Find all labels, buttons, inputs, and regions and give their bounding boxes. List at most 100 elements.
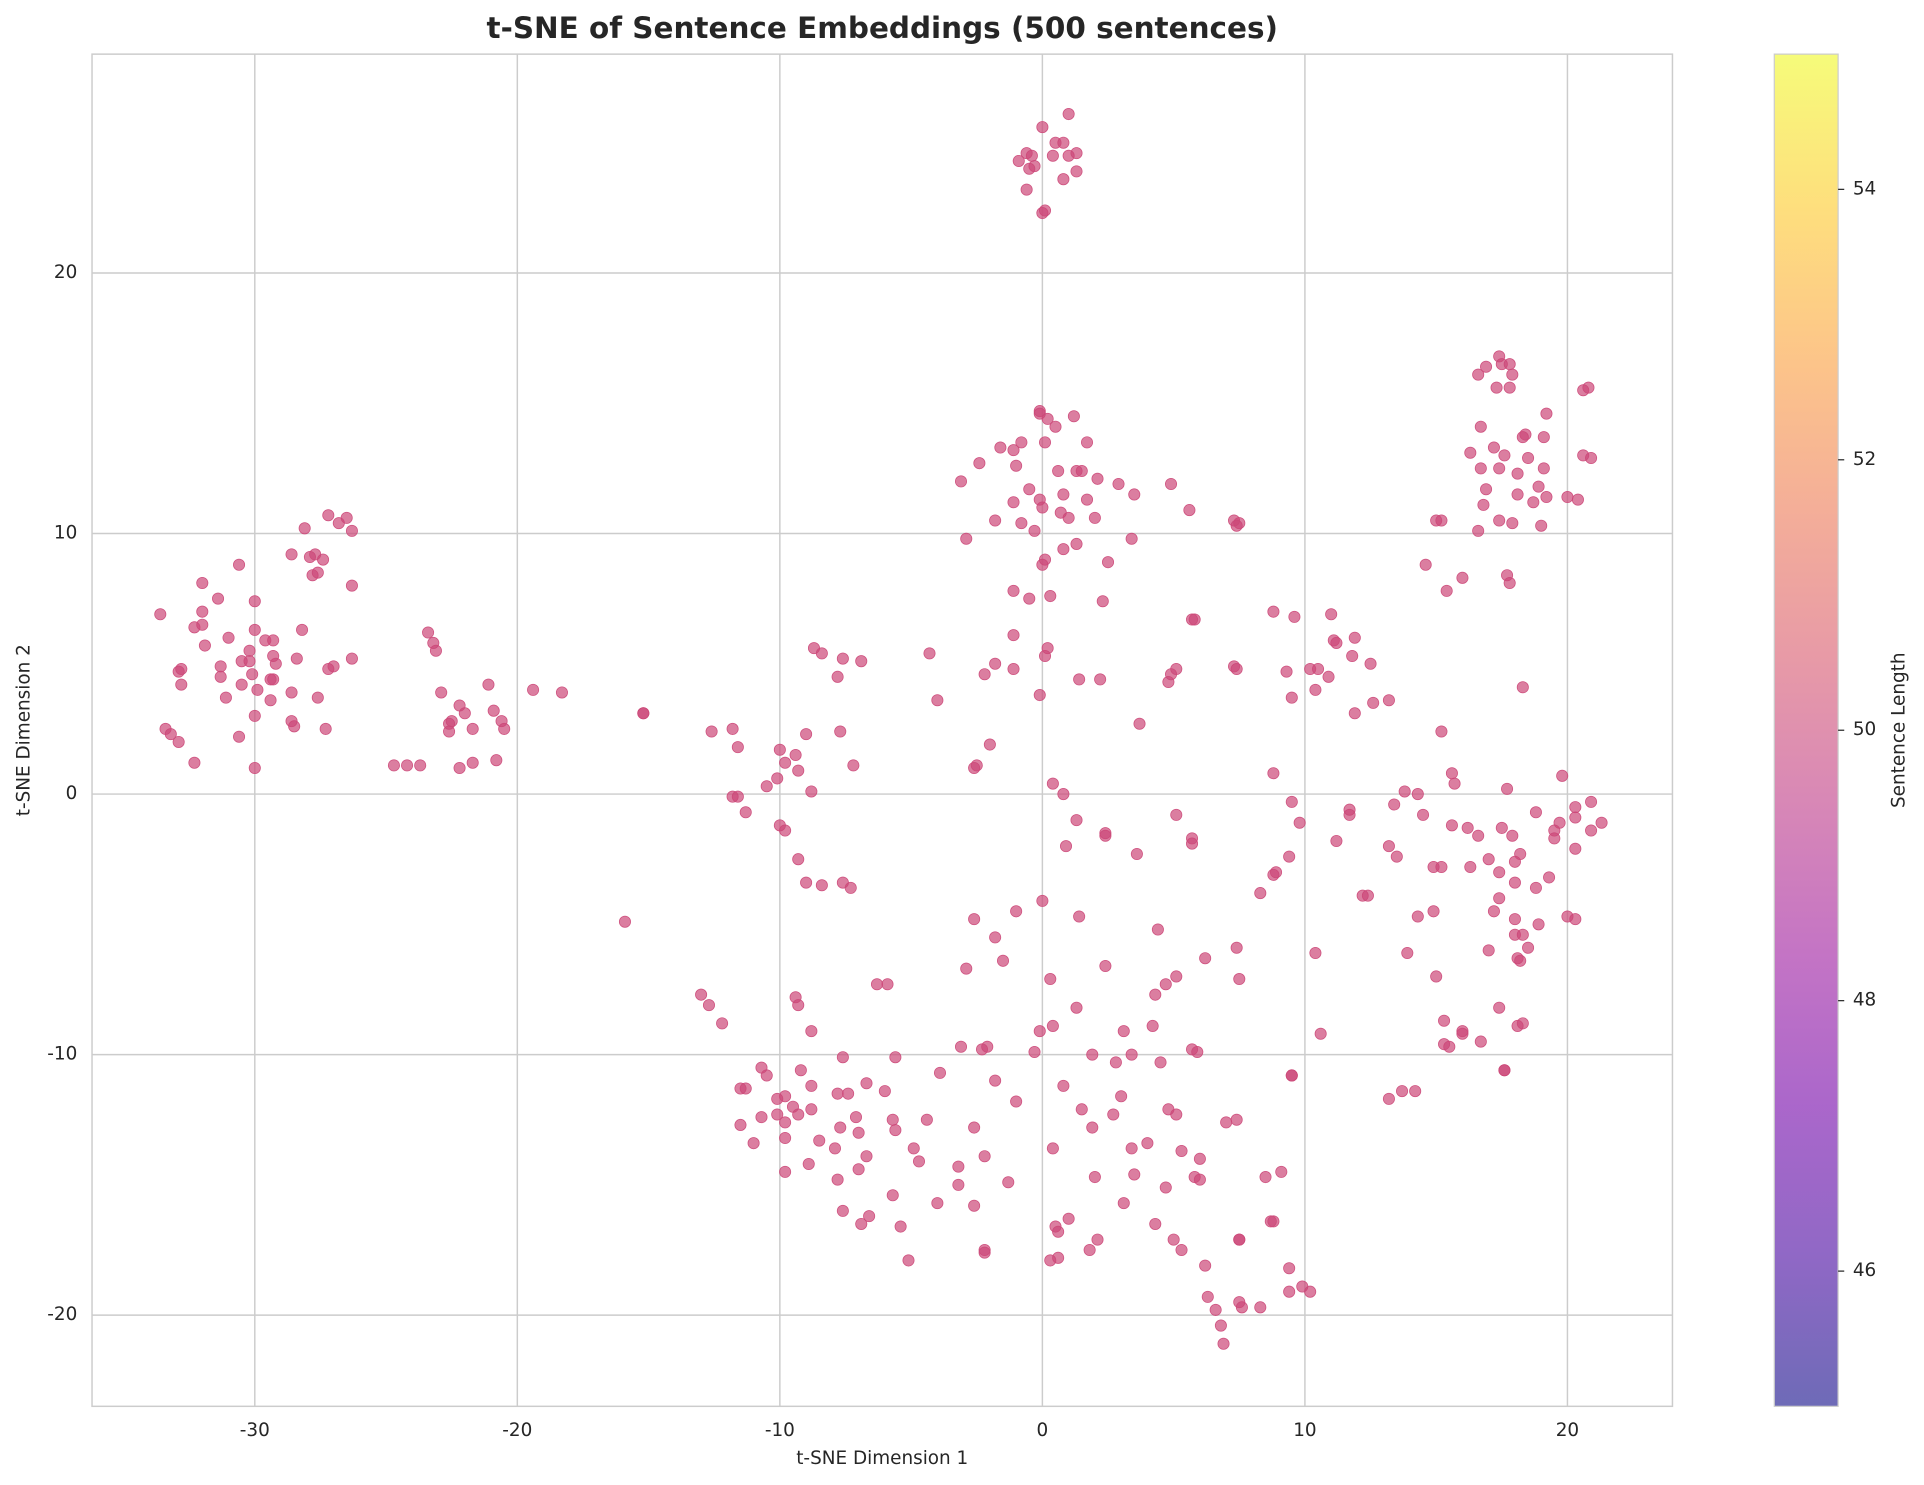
point [1099,960,1112,973]
point [1285,691,1298,704]
point [1435,725,1448,738]
point [973,457,986,470]
point [1396,1085,1409,1098]
point [1191,1045,1204,1059]
point [1088,511,1101,524]
point [1125,1142,1138,1155]
point [1007,496,1020,509]
point [1464,861,1477,874]
point [1115,1090,1128,1103]
point [994,441,1007,454]
point [1280,665,1293,678]
point [978,668,991,681]
point [248,595,261,608]
point [894,1220,907,1233]
point [1025,149,1038,162]
point [1010,1095,1023,1108]
point [960,532,973,545]
point [1102,556,1115,569]
point [702,999,715,1012]
point [1259,1171,1272,1184]
point [792,853,805,866]
point [889,1051,902,1064]
point [1382,1092,1395,1105]
point [1464,446,1477,459]
point [1285,795,1298,808]
point [1199,952,1212,965]
point [264,694,277,707]
point [1411,910,1424,923]
point [248,709,261,722]
point [852,1126,865,1139]
point [311,566,324,579]
y-axis-label: t-SNE Dimension 2 [14,644,35,816]
point [1330,834,1343,847]
point [1057,543,1070,556]
point [1503,381,1516,394]
point [1046,1142,1059,1155]
point [954,1040,968,1053]
point [1230,941,1243,954]
point [1532,918,1545,931]
point [1419,558,1432,571]
point [800,876,813,889]
point [1522,451,1535,464]
point [1508,855,1521,868]
point [1508,876,1521,889]
point [968,913,981,926]
point [1543,871,1556,884]
point [716,1017,729,1030]
point [902,1254,915,1267]
point [1537,462,1550,475]
x-tick-label: 20 [1556,1420,1579,1441]
point [1073,910,1086,923]
point [978,1246,991,1259]
point [1409,1085,1422,1098]
point [1254,887,1267,900]
point [1007,444,1020,457]
point [1482,853,1495,866]
point [214,660,227,673]
point [1508,913,1521,926]
point [1267,605,1280,618]
y-tick-label: 20 [54,262,77,283]
point [198,639,211,652]
point [1382,840,1395,853]
point [212,592,225,605]
point [1435,861,1448,874]
point [1548,832,1561,845]
point [952,1178,965,1191]
point [1438,1014,1451,1027]
x-tick-label: 10 [1293,1420,1316,1441]
point [792,999,805,1012]
point [298,522,311,535]
point [1033,1025,1046,1038]
point [1062,149,1075,162]
point [285,548,298,561]
point [1283,1285,1296,1298]
point [1049,420,1062,433]
point [931,694,944,707]
point [1044,973,1057,986]
point [1070,165,1083,178]
point [1170,970,1183,983]
point [855,1217,868,1230]
point [878,1085,891,1098]
point [1036,501,1049,514]
point [989,1074,1002,1087]
point [1038,436,1052,449]
point [285,686,298,699]
point [422,626,435,639]
point [1417,808,1430,821]
point [332,517,345,530]
point [1472,368,1485,381]
point [1493,462,1506,475]
point [870,978,884,991]
point [1511,467,1524,480]
point [968,1199,981,1212]
point [1028,524,1041,537]
point [1474,462,1487,475]
point [1361,889,1374,902]
point [1477,498,1490,511]
point [387,759,400,772]
